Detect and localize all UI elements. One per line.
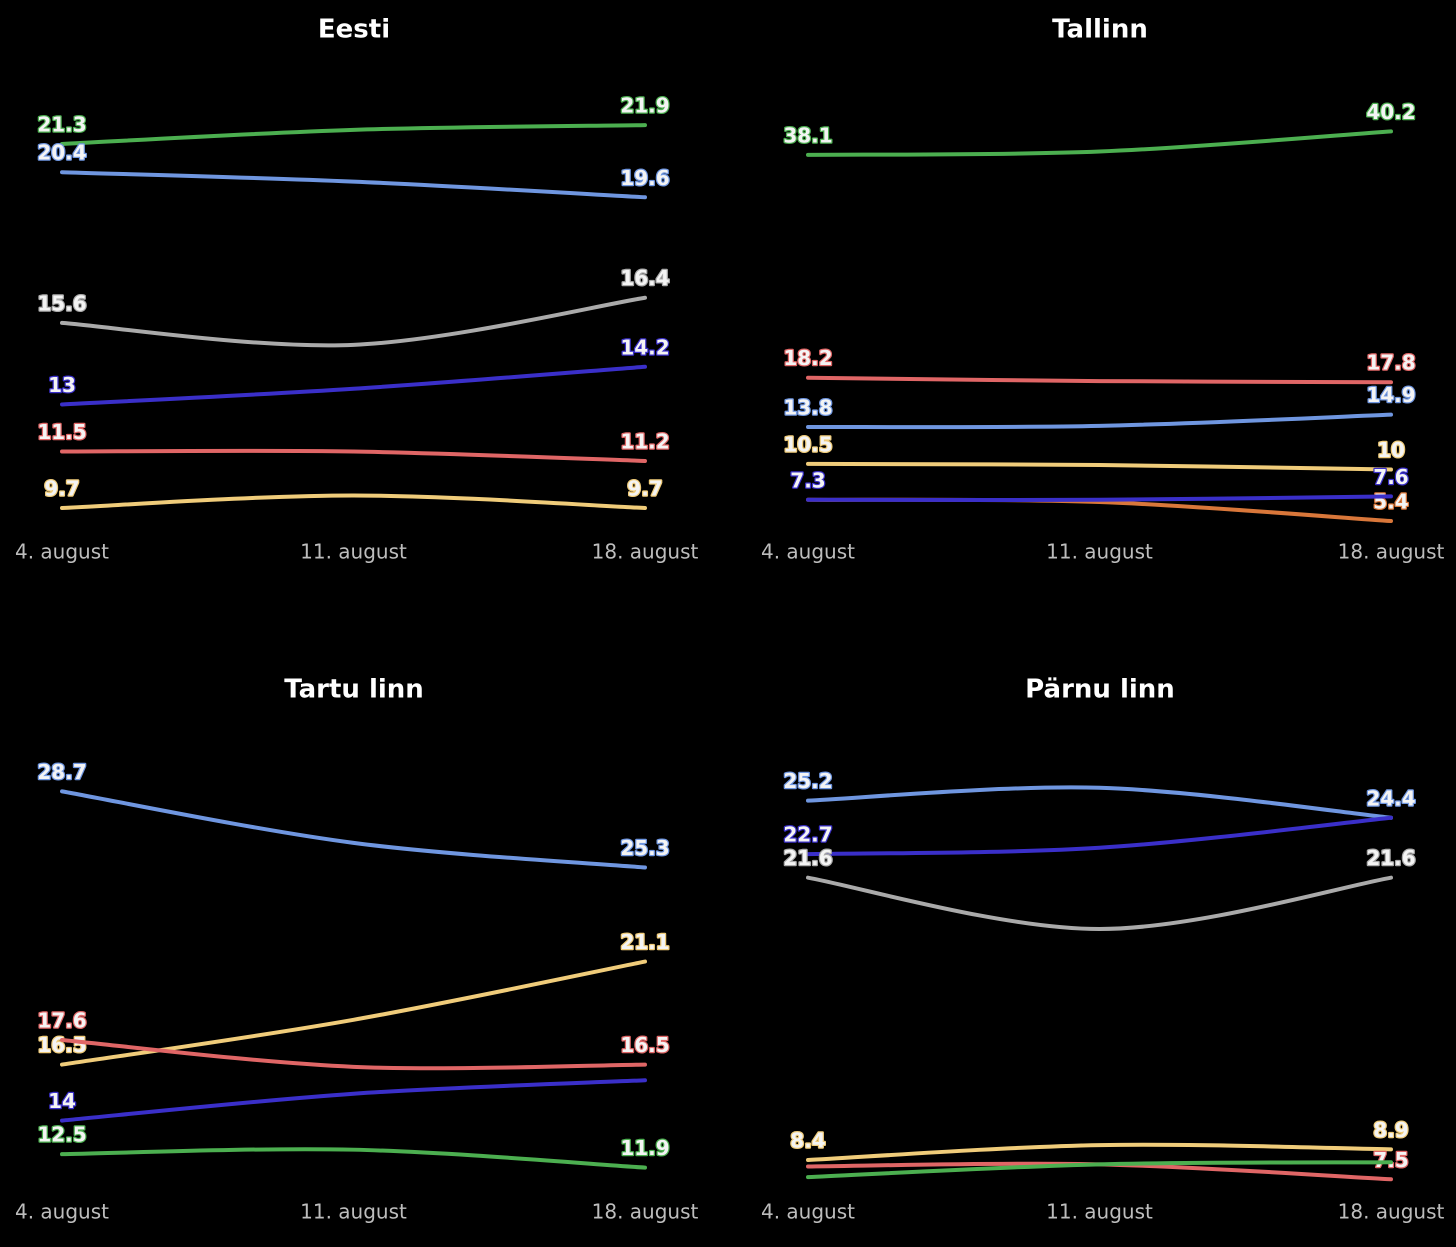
x-tick-label: 11. august (300, 1200, 407, 1224)
panel: Tartu linn 4. august 11. august 18. august 2… (15, 675, 699, 1224)
line (806, 497, 1393, 524)
data-label: 5.4 (1373, 490, 1408, 514)
data-label: 18.2 (783, 346, 832, 370)
x-tick-label: 4. august (15, 540, 109, 564)
line (60, 123, 647, 146)
chart-title: Tallinn (1052, 15, 1148, 45)
data-label: 13 (48, 373, 76, 397)
line (806, 1142, 1393, 1163)
data-label: 11.9 (620, 1136, 669, 1160)
x-tick-label: 18. august (1338, 540, 1445, 564)
data-label: 24.4 (1366, 786, 1415, 810)
data-label: 9.7 (627, 477, 662, 501)
x-tick-label: 11. august (1046, 1200, 1153, 1224)
data-label: 10 (1377, 438, 1405, 462)
chart-title: Tartu linn (284, 675, 424, 705)
x-tick-label: 4. august (15, 1200, 109, 1224)
data-label: 14 (48, 1089, 76, 1113)
line (60, 170, 647, 200)
line (806, 1160, 1393, 1180)
data-label: 22.7 (783, 823, 832, 847)
data-label: 15.6 (37, 291, 86, 315)
data-label: 8.9 (1373, 1118, 1408, 1142)
data-label: 21.6 (1366, 846, 1415, 870)
data-label: 25.2 (783, 769, 832, 793)
line (806, 815, 1393, 857)
data-label: 38.1 (783, 123, 832, 147)
data-label: 16.5 (37, 1033, 86, 1057)
data-label: 8.4 (790, 1129, 825, 1153)
x-tick-label: 11. august (300, 540, 407, 564)
data-label: 17.8 (1366, 351, 1415, 375)
x-tick-label: 18. august (592, 1200, 699, 1224)
data-label: 14.2 (620, 335, 669, 359)
data-label: 7.6 (1373, 465, 1408, 489)
x-tick-label: 4. august (761, 540, 855, 564)
data-label: 10.5 (783, 432, 832, 456)
line (806, 129, 1393, 157)
line (806, 875, 1393, 932)
line (60, 448, 647, 463)
data-label: 16.4 (620, 266, 669, 290)
chart-title: Pärnu linn (1025, 675, 1175, 705)
data-label: 21.9 (620, 94, 669, 118)
data-label: 28.7 (37, 760, 86, 784)
data-label: 40.2 (1366, 100, 1415, 124)
data-label: 13.8 (783, 395, 832, 419)
data-label: 21.3 (37, 112, 86, 136)
line (60, 1147, 647, 1170)
data-label: 17.6 (37, 1008, 86, 1032)
line (60, 493, 647, 511)
data-label: 20.4 (37, 141, 86, 165)
data-label: 16.5 (620, 1033, 669, 1057)
line (60, 1078, 647, 1123)
panel: Pärnu linn 4. august 11. august 18. august 2… (761, 675, 1445, 1224)
data-label: 7.5 (1373, 1148, 1408, 1172)
data-label: 19.6 (620, 166, 669, 190)
x-tick-label: 18. august (592, 540, 699, 564)
data-label: 11.2 (620, 429, 669, 453)
line (806, 375, 1393, 385)
chart-title: Eesti (318, 15, 390, 45)
data-label: 21.1 (620, 930, 669, 954)
data-label: 21.6 (783, 846, 832, 870)
panel: Eesti 4. august 11. august 18. august 21.3 21… (15, 15, 699, 564)
line (60, 295, 647, 348)
x-tick-label: 11. august (1046, 540, 1153, 564)
line (60, 959, 647, 1067)
line (60, 789, 647, 870)
x-tick-label: 4. august (761, 1200, 855, 1224)
data-label: 9.7 (44, 477, 79, 501)
line (806, 461, 1393, 472)
data-label: 7.3 (790, 468, 825, 492)
line (60, 364, 647, 407)
data-label: 14.9 (1366, 383, 1415, 407)
panel: Tallinn 4. august 11. august 18. august 38.1… (761, 15, 1445, 564)
line (806, 785, 1393, 820)
line (806, 412, 1393, 430)
line (60, 1037, 647, 1071)
x-tick-label: 18. august (1338, 1200, 1445, 1224)
data-label: 11.5 (37, 420, 86, 444)
line (806, 494, 1393, 503)
data-label: 25.3 (620, 836, 669, 860)
data-label: 12.5 (37, 1123, 86, 1147)
